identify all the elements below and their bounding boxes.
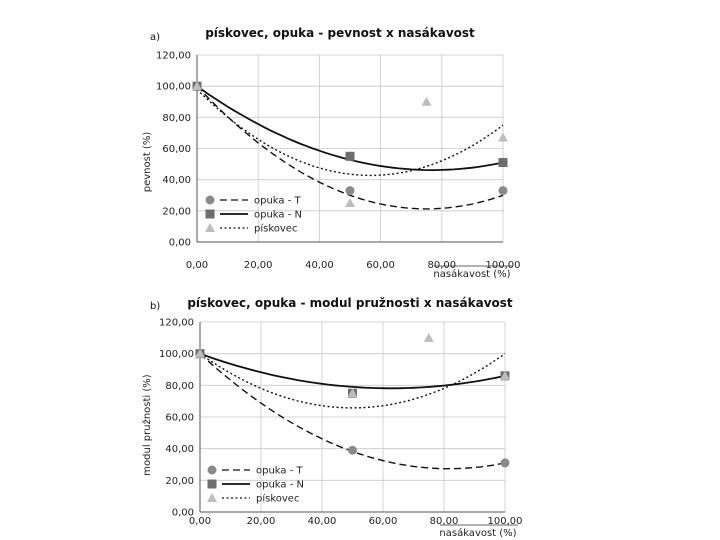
chart-title: pískovec, opuka - modul pružnosti x nasá… [187,296,513,310]
y-tick-label: 120,00 [159,318,194,329]
legend-marker [205,209,215,219]
x-tick-label: 0,00 [189,516,211,527]
data-point [192,81,202,91]
legend-label: opuka - N [256,480,304,491]
y-tick-label: 120,00 [156,51,191,62]
y-tick-label: 0,00 [172,508,194,519]
x-tick-label: 20,00 [244,260,273,271]
x-tick-label: 80,00 [430,516,459,527]
trendline-pskovec [196,88,504,177]
y-tick-label: 0,00 [169,238,191,249]
y-tick-label: 20,00 [165,476,194,487]
x-tick-label: 0,00 [186,260,208,271]
x-tick-label: 40,00 [308,516,337,527]
y-tick-label: 40,00 [165,444,194,455]
y-axis-label: modul pružnosti (%) [141,374,153,475]
data-point [421,96,432,106]
y-tick-label: 60,00 [165,413,194,424]
data-point [345,198,355,208]
y-tick-label: 60,00 [162,144,191,155]
data-point [423,332,434,342]
x-axis-label: nasákavost (%) [433,268,510,280]
legend-label: opuka - T [256,466,304,477]
panel-label: b) [150,301,160,312]
y-tick-label: 100,00 [159,349,194,360]
y-axis-label: pevnost (%) [142,132,153,193]
data-point [498,186,508,196]
data-point [500,370,510,380]
data-point [500,458,510,468]
data-point [195,348,205,358]
x-tick-label: 40,00 [305,260,334,271]
legend-marker [207,479,217,489]
legend-marker [205,195,215,205]
x-tick-label: 100,00 [486,260,521,271]
legend-label: opuka - T [254,196,302,207]
y-tick-label: 20,00 [162,206,191,217]
data-point [498,132,508,142]
panel-label: a) [150,32,160,43]
legend-marker [207,465,217,475]
trendline-pskovec [199,353,506,409]
y-tick-label: 40,00 [162,175,191,186]
legend-label: pískovec [254,223,297,235]
x-tick-label: 60,00 [366,260,395,271]
legend-marker [205,223,215,232]
y-tick-label: 80,00 [165,381,194,392]
trendline-opukan [199,352,506,390]
legend-label: pískovec [256,493,299,505]
x-tick-label: 80,00 [427,260,456,271]
data-point [498,158,508,168]
data-point [347,388,358,398]
x-axis-label: nasákavost (%) [439,527,516,539]
trendline-opukat [196,85,504,210]
data-point [345,151,355,161]
legend-label: opuka - N [254,210,302,221]
chart-title: pískovec, opuka - pevnost x nasákavost [205,26,475,40]
x-tick-label: 100,00 [488,516,523,527]
y-tick-label: 80,00 [162,113,191,124]
data-point [345,186,355,196]
x-tick-label: 20,00 [247,516,276,527]
chart-modulus: 0,00 20,00 40,00 60,00 80,00 100,00 120,00 0,00… [141,296,523,539]
y-tick-label: 100,00 [156,82,191,93]
data-point [348,445,357,455]
x-tick-label: 60,00 [369,516,398,527]
legend-marker [207,493,217,502]
chart-strength: 0,00 20,00 40,00 60,00 80,00 100,00 120,00 0,00… [142,26,521,280]
